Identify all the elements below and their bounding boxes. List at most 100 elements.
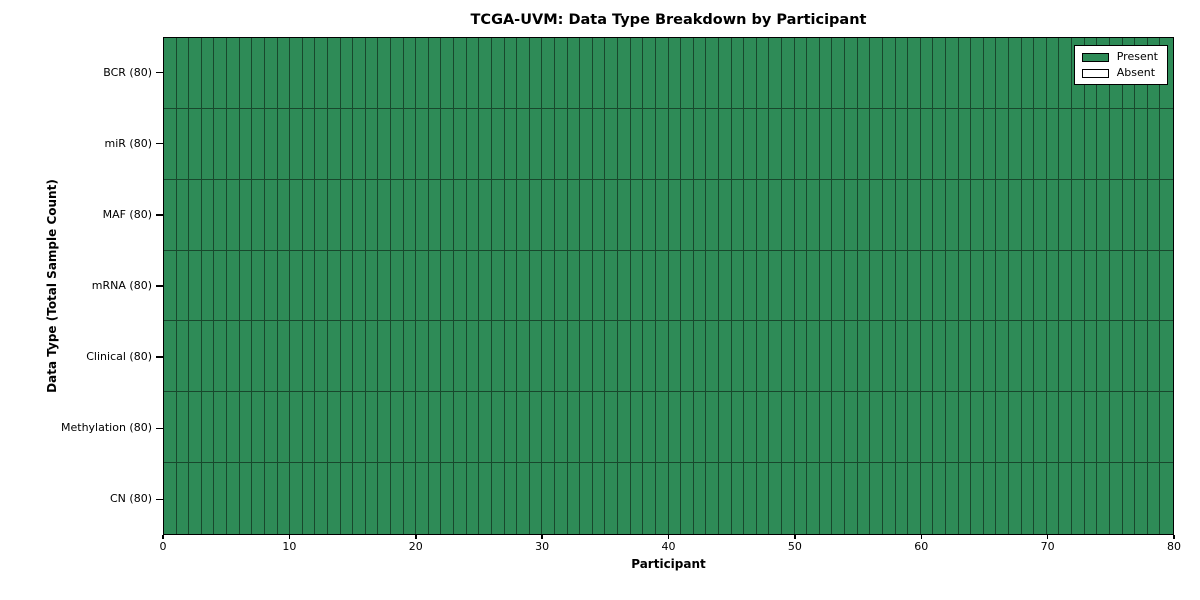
x-tick-label: 70	[1040, 540, 1055, 553]
heatmap-cell	[643, 250, 656, 322]
x-tick-mark	[162, 535, 164, 539]
heatmap-cell	[176, 321, 190, 393]
heatmap-cell	[845, 108, 858, 180]
heatmap-cell	[857, 108, 871, 180]
heatmap-cell	[403, 250, 417, 322]
heatmap-cell	[983, 321, 997, 393]
heatmap-cell	[769, 179, 782, 251]
heatmap-cell	[466, 321, 480, 393]
heatmap-cell	[807, 321, 820, 393]
heatmap-cell	[895, 463, 909, 534]
heatmap-cell	[441, 108, 455, 180]
heatmap-cell	[618, 179, 631, 251]
heatmap-cell	[252, 463, 265, 534]
heatmap-cell	[1122, 108, 1136, 180]
heatmap-cell	[693, 108, 707, 180]
heatmap-cell	[365, 38, 379, 109]
heatmap-cell	[1135, 321, 1148, 393]
heatmap-cell	[340, 250, 354, 322]
heatmap-cell	[214, 321, 228, 393]
heatmap-cell	[227, 392, 240, 464]
heatmap-cell	[454, 250, 467, 322]
heatmap-cell	[479, 179, 492, 251]
heatmap-cell	[491, 108, 505, 180]
heatmap-cell	[1021, 108, 1035, 180]
heatmap-cell	[302, 321, 316, 393]
heatmap-cell	[618, 392, 631, 464]
heatmap-cell	[933, 38, 946, 109]
heatmap-cell	[517, 108, 530, 180]
heatmap-cell	[1147, 179, 1161, 251]
heatmap-cell	[567, 321, 581, 393]
heatmap-cell	[227, 38, 240, 109]
heatmap-cell	[441, 38, 455, 109]
heatmap-cell	[693, 38, 707, 109]
heatmap-cell	[353, 392, 366, 464]
heatmap-cell	[403, 179, 417, 251]
heatmap-cell	[1097, 463, 1110, 534]
heatmap-cell	[1109, 179, 1123, 251]
heatmap-cell	[819, 108, 833, 180]
heatmap-cell	[756, 179, 770, 251]
heatmap-cell	[920, 108, 934, 180]
heatmap-cell	[870, 463, 883, 534]
heatmap-cell	[529, 38, 543, 109]
heatmap-cell	[1160, 250, 1173, 322]
heatmap-cell	[416, 250, 429, 322]
heatmap-cell	[542, 250, 555, 322]
heatmap-cell	[807, 179, 820, 251]
heatmap-cell	[706, 38, 719, 109]
heatmap-cell	[403, 38, 417, 109]
heatmap-cell	[870, 392, 883, 464]
heatmap-cell	[718, 392, 732, 464]
heatmap-cell	[264, 392, 278, 464]
heatmap-cell	[681, 108, 694, 180]
heatmap-cell	[731, 463, 745, 534]
heatmap-cell	[1084, 463, 1098, 534]
heatmap-cell	[769, 321, 782, 393]
heatmap-cell	[479, 392, 492, 464]
heatmap-cell	[643, 179, 656, 251]
heatmap-cell	[378, 321, 392, 393]
heatmap-cell	[580, 250, 593, 322]
heatmap-cell	[845, 392, 858, 464]
heatmap-cell	[239, 179, 253, 251]
y-tick-label: BCR (80)	[103, 65, 152, 79]
chart-title: TCGA-UVM: Data Type Breakdown by Partici…	[470, 12, 867, 28]
heatmap-cell	[554, 179, 568, 251]
legend: Present Absent	[1073, 45, 1168, 85]
heatmap-cell	[1034, 250, 1047, 322]
heatmap-cell	[517, 392, 530, 464]
heatmap-cell	[327, 463, 341, 534]
heatmap-cell	[643, 463, 656, 534]
heatmap-cell	[731, 250, 745, 322]
y-tick-label: mRNA (80)	[91, 279, 152, 292]
heatmap-cell	[618, 38, 631, 109]
heatmap-cell	[378, 179, 392, 251]
y-tick-label: CN (80)	[110, 492, 152, 506]
heatmap-cell	[580, 179, 593, 251]
x-tick-mark	[288, 535, 291, 539]
heatmap-cell	[353, 321, 366, 393]
heatmap-cell	[706, 179, 719, 251]
heatmap-cell	[731, 38, 745, 109]
heatmap-cell	[290, 321, 303, 393]
heatmap-cell	[1084, 321, 1098, 393]
heatmap-cell	[643, 392, 656, 464]
x-tick-label: 80	[1167, 540, 1181, 553]
heatmap-cell	[529, 321, 543, 393]
heatmap-cell	[782, 321, 795, 393]
heatmap-cell	[1084, 179, 1098, 251]
heatmap-cell	[882, 179, 896, 251]
x-tick-label: 30	[535, 540, 550, 553]
heatmap-cell	[542, 108, 555, 180]
heatmap-cell	[807, 38, 820, 109]
heatmap-cell	[315, 392, 328, 464]
heatmap-cell	[769, 108, 782, 180]
heatmap-cell	[189, 108, 202, 180]
heatmap-cell	[201, 463, 215, 534]
heatmap-cell	[1109, 250, 1123, 322]
heatmap-cell	[176, 250, 190, 322]
x-tick-mark	[920, 535, 922, 539]
heatmap-cell	[920, 179, 934, 251]
